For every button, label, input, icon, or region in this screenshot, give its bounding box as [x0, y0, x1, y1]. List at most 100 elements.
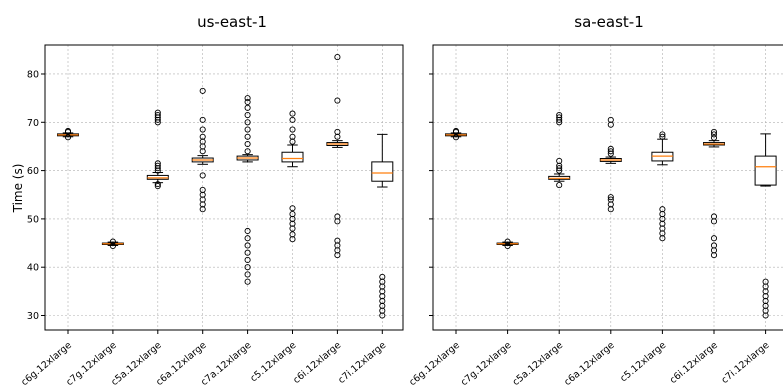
outlier-point — [334, 97, 341, 104]
outlier-point — [154, 109, 161, 116]
outlier-point — [762, 278, 769, 285]
box-c6a.12xlarge — [599, 116, 622, 213]
plot-frame — [44, 44, 404, 331]
outlier-point — [244, 249, 251, 256]
outlier-point — [244, 264, 251, 271]
outlier-point — [289, 126, 296, 133]
box-c5a.12xlarge — [548, 111, 571, 189]
outlier-point — [556, 182, 563, 189]
box-c6i.12xlarge — [326, 54, 349, 259]
outlier-point — [556, 111, 563, 119]
outlier-point — [154, 183, 161, 190]
outlier-point — [244, 278, 251, 285]
box-plots — [57, 54, 394, 319]
outlier-point — [244, 256, 251, 264]
outlier-point — [64, 127, 72, 135]
box-c7i.12xlarge — [754, 133, 777, 319]
box-iqr — [371, 161, 394, 182]
box-c7g.12xlarge — [101, 238, 124, 249]
outlier-point — [154, 181, 161, 188]
chart-title: us-east-1 — [197, 13, 267, 31]
outlier-point — [334, 128, 341, 135]
outlier-point — [244, 111, 251, 119]
outlier-point — [334, 213, 341, 220]
outlier-point — [244, 119, 251, 126]
outlier-point — [154, 111, 161, 119]
outlier-point — [199, 133, 206, 140]
chart-title: sa-east-1 — [574, 13, 644, 31]
box-c7a.12xlarge — [236, 95, 259, 285]
outlier-point — [199, 172, 206, 179]
outlier-point — [334, 237, 341, 244]
y-axis-label: Time (s) — [11, 164, 25, 214]
outlier-point — [710, 128, 718, 135]
outlier-point — [607, 194, 614, 201]
outlier-point — [244, 140, 251, 148]
outlier-point — [244, 235, 251, 242]
outlier-point — [244, 227, 251, 235]
outlier-point — [659, 131, 666, 138]
y-axis-ticks: 30 40 50 60 70 80 — [27, 69, 45, 322]
outlier-point — [199, 126, 206, 133]
box-iqr — [281, 151, 304, 163]
outlier-point — [556, 157, 563, 164]
outlier-point — [244, 95, 251, 102]
box-c7g.12xlarge — [496, 238, 519, 249]
outlier-point — [199, 87, 206, 94]
box-c6i.12xlarge — [703, 128, 725, 259]
outlier-point — [556, 114, 563, 121]
outlier-point — [289, 116, 296, 123]
box-c5.12xlarge — [651, 131, 674, 242]
outlier-point — [244, 148, 251, 155]
outlier-point — [607, 116, 614, 123]
y-axis-ticks — [429, 73, 433, 317]
y-tick-label: 40 — [27, 263, 39, 274]
outlier-point — [504, 242, 511, 249]
box-c6g.12xlarge — [445, 127, 467, 141]
outlier-point — [379, 273, 386, 280]
box-c5.12xlarge — [281, 110, 304, 243]
y-tick-label: 70 — [27, 118, 39, 129]
grid-lines — [45, 45, 403, 330]
outlier-point — [504, 238, 511, 245]
outlier-point — [659, 133, 666, 140]
box-c6a.12xlarge — [191, 87, 214, 213]
plot-frame — [432, 44, 783, 331]
outlier-point — [244, 126, 251, 133]
outlier-point — [244, 242, 251, 249]
outlier-point — [289, 211, 296, 218]
outlier-point — [199, 116, 206, 123]
box-plots — [445, 111, 777, 319]
box-c6g.12xlarge — [57, 127, 79, 141]
outlier-point — [199, 186, 206, 193]
outlier-point — [244, 104, 251, 111]
box-iqr — [754, 155, 777, 186]
outlier-point — [710, 213, 718, 220]
outlier-point — [607, 145, 614, 152]
outlier-point — [607, 148, 614, 155]
y-tick-label: 30 — [27, 311, 39, 322]
outlier-point — [244, 98, 251, 106]
outlier-point — [154, 162, 161, 169]
outlier-point — [289, 110, 296, 117]
outlier-point — [244, 133, 251, 140]
outlier-point — [109, 238, 116, 245]
box-c5a.12xlarge — [146, 109, 169, 190]
outlier-point — [710, 242, 718, 249]
y-tick-label: 80 — [27, 69, 39, 80]
outlier-point — [244, 271, 251, 278]
outlier-point — [109, 242, 116, 249]
outlier-point — [556, 165, 563, 172]
outlier-point — [334, 54, 341, 61]
outlier-point — [607, 196, 614, 203]
outlier-point — [710, 235, 718, 242]
y-tick-label: 50 — [27, 214, 39, 225]
grid-lines — [433, 45, 783, 330]
y-tick-label: 60 — [27, 166, 39, 177]
outlier-point — [659, 206, 666, 213]
outlier-point — [710, 131, 718, 138]
box-c7i.12xlarge — [371, 133, 394, 319]
outlier-point — [710, 134, 718, 141]
